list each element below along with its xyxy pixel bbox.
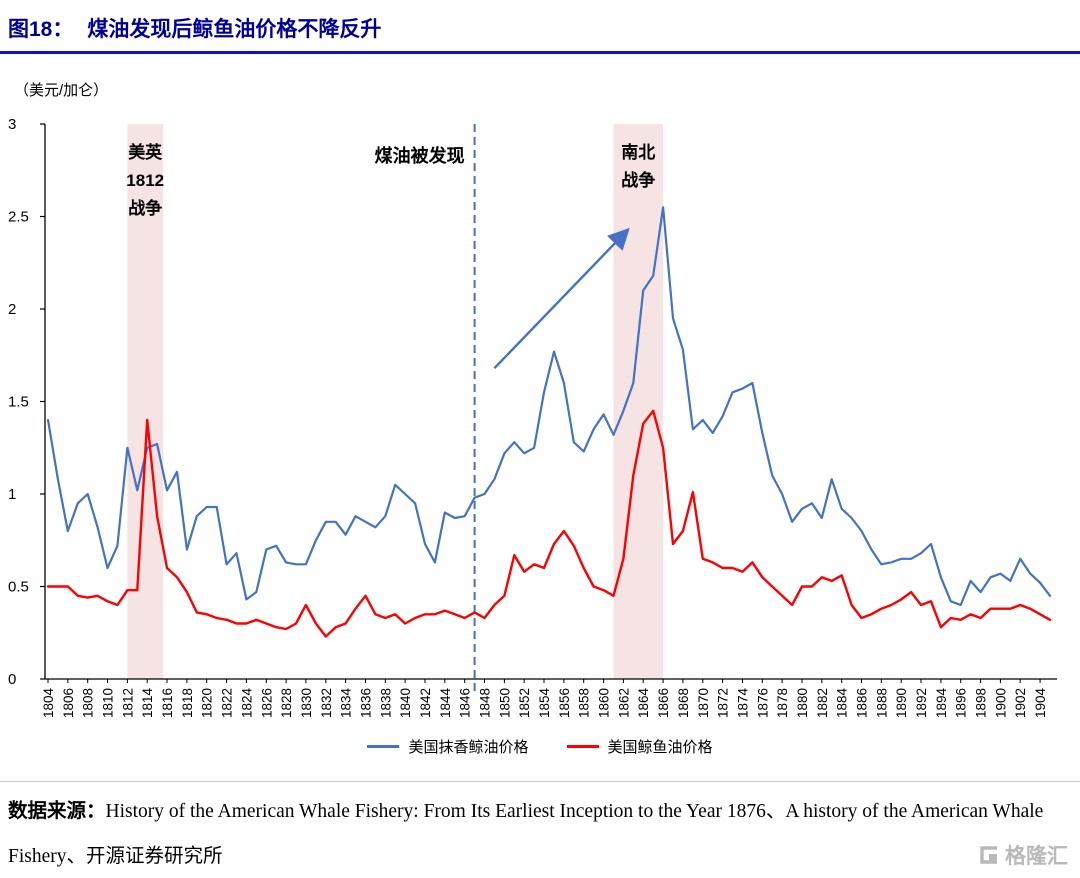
band-label: 战争 bbox=[621, 170, 655, 190]
x-tick-label: 1818 bbox=[180, 688, 195, 718]
legend-item-whale-oil: 美国鲸鱼油价格 bbox=[566, 736, 713, 757]
legend-label-whale-oil: 美国鲸鱼油价格 bbox=[607, 739, 713, 756]
band-label: 战争 bbox=[128, 198, 162, 218]
x-tick-label: 1834 bbox=[339, 688, 354, 719]
data-source: 数据来源：History of the American Whale Fishe… bbox=[0, 782, 1080, 878]
highlight-band bbox=[127, 124, 164, 679]
legend-swatch-blue-line bbox=[367, 745, 400, 748]
x-tick-label: 1892 bbox=[914, 688, 929, 718]
chart-legend: 美国抹香鲸油价格 美国鲸鱼油价格 bbox=[0, 736, 1080, 757]
highlight-band bbox=[613, 124, 664, 679]
x-tick-label: 1870 bbox=[696, 688, 711, 718]
x-tick-label: 1894 bbox=[934, 688, 949, 719]
legend-label-sperm-whale-oil: 美国抹香鲸油价格 bbox=[408, 739, 529, 756]
y-tick-label: 2 bbox=[8, 301, 16, 318]
x-tick-label: 1902 bbox=[1013, 688, 1028, 718]
y-tick-label: 1.5 bbox=[8, 394, 29, 411]
x-tick-label: 1896 bbox=[954, 688, 969, 718]
x-tick-label: 1838 bbox=[378, 688, 393, 718]
x-tick-label: 1842 bbox=[418, 688, 433, 718]
gelonghui-watermark: 格隆汇 bbox=[976, 840, 1068, 870]
x-tick-label: 1860 bbox=[597, 688, 612, 718]
y-tick-label: 3 bbox=[8, 116, 16, 133]
x-tick-label: 1844 bbox=[438, 688, 453, 719]
x-tick-label: 1858 bbox=[577, 688, 592, 718]
x-tick-label: 1832 bbox=[319, 688, 334, 718]
x-tick-label: 1822 bbox=[220, 688, 235, 718]
section-divider bbox=[0, 781, 1080, 782]
x-tick-label: 1876 bbox=[755, 688, 770, 718]
figure-number: 图18： bbox=[8, 18, 74, 41]
x-tick-label: 1830 bbox=[299, 688, 314, 718]
x-tick-label: 1878 bbox=[775, 688, 790, 718]
x-tick-label: 1898 bbox=[974, 688, 989, 718]
band-label: 南北 bbox=[621, 142, 655, 162]
x-tick-label: 1884 bbox=[835, 688, 850, 719]
x-tick-label: 1856 bbox=[557, 688, 572, 718]
x-tick-label: 1840 bbox=[398, 688, 413, 718]
x-tick-label: 1854 bbox=[537, 688, 552, 719]
figure-title: 煤油发现后鲸鱼油价格不降反升 bbox=[87, 18, 382, 41]
x-tick-label: 1880 bbox=[795, 688, 810, 718]
x-tick-label: 1890 bbox=[894, 688, 909, 718]
sperm-whale-oil-line bbox=[46, 206, 1052, 607]
x-tick-label: 1836 bbox=[359, 688, 374, 718]
y-tick-label: 2.5 bbox=[8, 209, 29, 226]
x-tick-label: 1804 bbox=[41, 688, 56, 719]
y-tick-label: 0.5 bbox=[8, 579, 29, 596]
x-tick-label: 1810 bbox=[101, 688, 116, 718]
band-label: 美英 bbox=[128, 142, 163, 162]
x-tick-label: 1872 bbox=[716, 688, 731, 718]
whale-oil-line bbox=[46, 409, 1052, 638]
x-tick-label: 1814 bbox=[140, 688, 155, 719]
gelonghui-logo-text: 格隆汇 bbox=[1005, 845, 1068, 868]
x-tick-label: 1806 bbox=[61, 688, 76, 718]
data-source-prefix: 数据来源： bbox=[8, 801, 106, 822]
x-tick-label: 1846 bbox=[458, 688, 473, 718]
x-tick-label: 1852 bbox=[517, 688, 532, 718]
x-tick-label: 1828 bbox=[279, 688, 294, 718]
data-source-text: History of the American Whale Fishery: F… bbox=[8, 801, 1044, 867]
y-axis-unit-label: （美元/加仑） bbox=[14, 82, 109, 99]
title-divider bbox=[0, 51, 1080, 54]
x-tick-label: 1850 bbox=[497, 688, 512, 718]
x-tick-label: 1882 bbox=[815, 688, 830, 718]
trend-arrow bbox=[493, 227, 630, 370]
x-tick-label: 1864 bbox=[636, 688, 651, 719]
x-tick-label: 1820 bbox=[200, 688, 215, 718]
gelonghui-logo-icon bbox=[976, 843, 1000, 867]
x-tick-label: 1900 bbox=[993, 688, 1008, 718]
band-label: 1812 bbox=[126, 171, 164, 190]
x-tick-label: 1886 bbox=[855, 688, 870, 718]
x-tick-label: 1808 bbox=[81, 688, 96, 718]
x-tick-label: 1868 bbox=[676, 688, 691, 718]
x-tick-label: 1812 bbox=[120, 688, 135, 718]
x-tick-label: 1862 bbox=[616, 688, 631, 718]
legend-swatch-red-line bbox=[566, 745, 599, 748]
y-tick-label: 1 bbox=[8, 486, 16, 503]
x-tick-label: 1888 bbox=[874, 688, 889, 718]
x-tick-label: 1826 bbox=[259, 688, 274, 718]
x-tick-label: 1904 bbox=[1033, 688, 1048, 719]
x-tick-label: 1848 bbox=[478, 688, 493, 718]
x-tick-label: 1874 bbox=[736, 688, 751, 719]
y-tick-label: 0 bbox=[8, 671, 16, 688]
x-tick-label: 1824 bbox=[239, 688, 254, 719]
x-tick-label: 1816 bbox=[160, 688, 175, 718]
kerosene-discovery-label: 煤油被发现 bbox=[375, 145, 465, 166]
x-tick-label: 1866 bbox=[656, 688, 671, 718]
legend-item-sperm-whale-oil: 美国抹香鲸油价格 bbox=[367, 736, 529, 757]
figure-title-row: 图18： 煤油发现后鲸鱼油价格不降反升 bbox=[0, 0, 1080, 43]
